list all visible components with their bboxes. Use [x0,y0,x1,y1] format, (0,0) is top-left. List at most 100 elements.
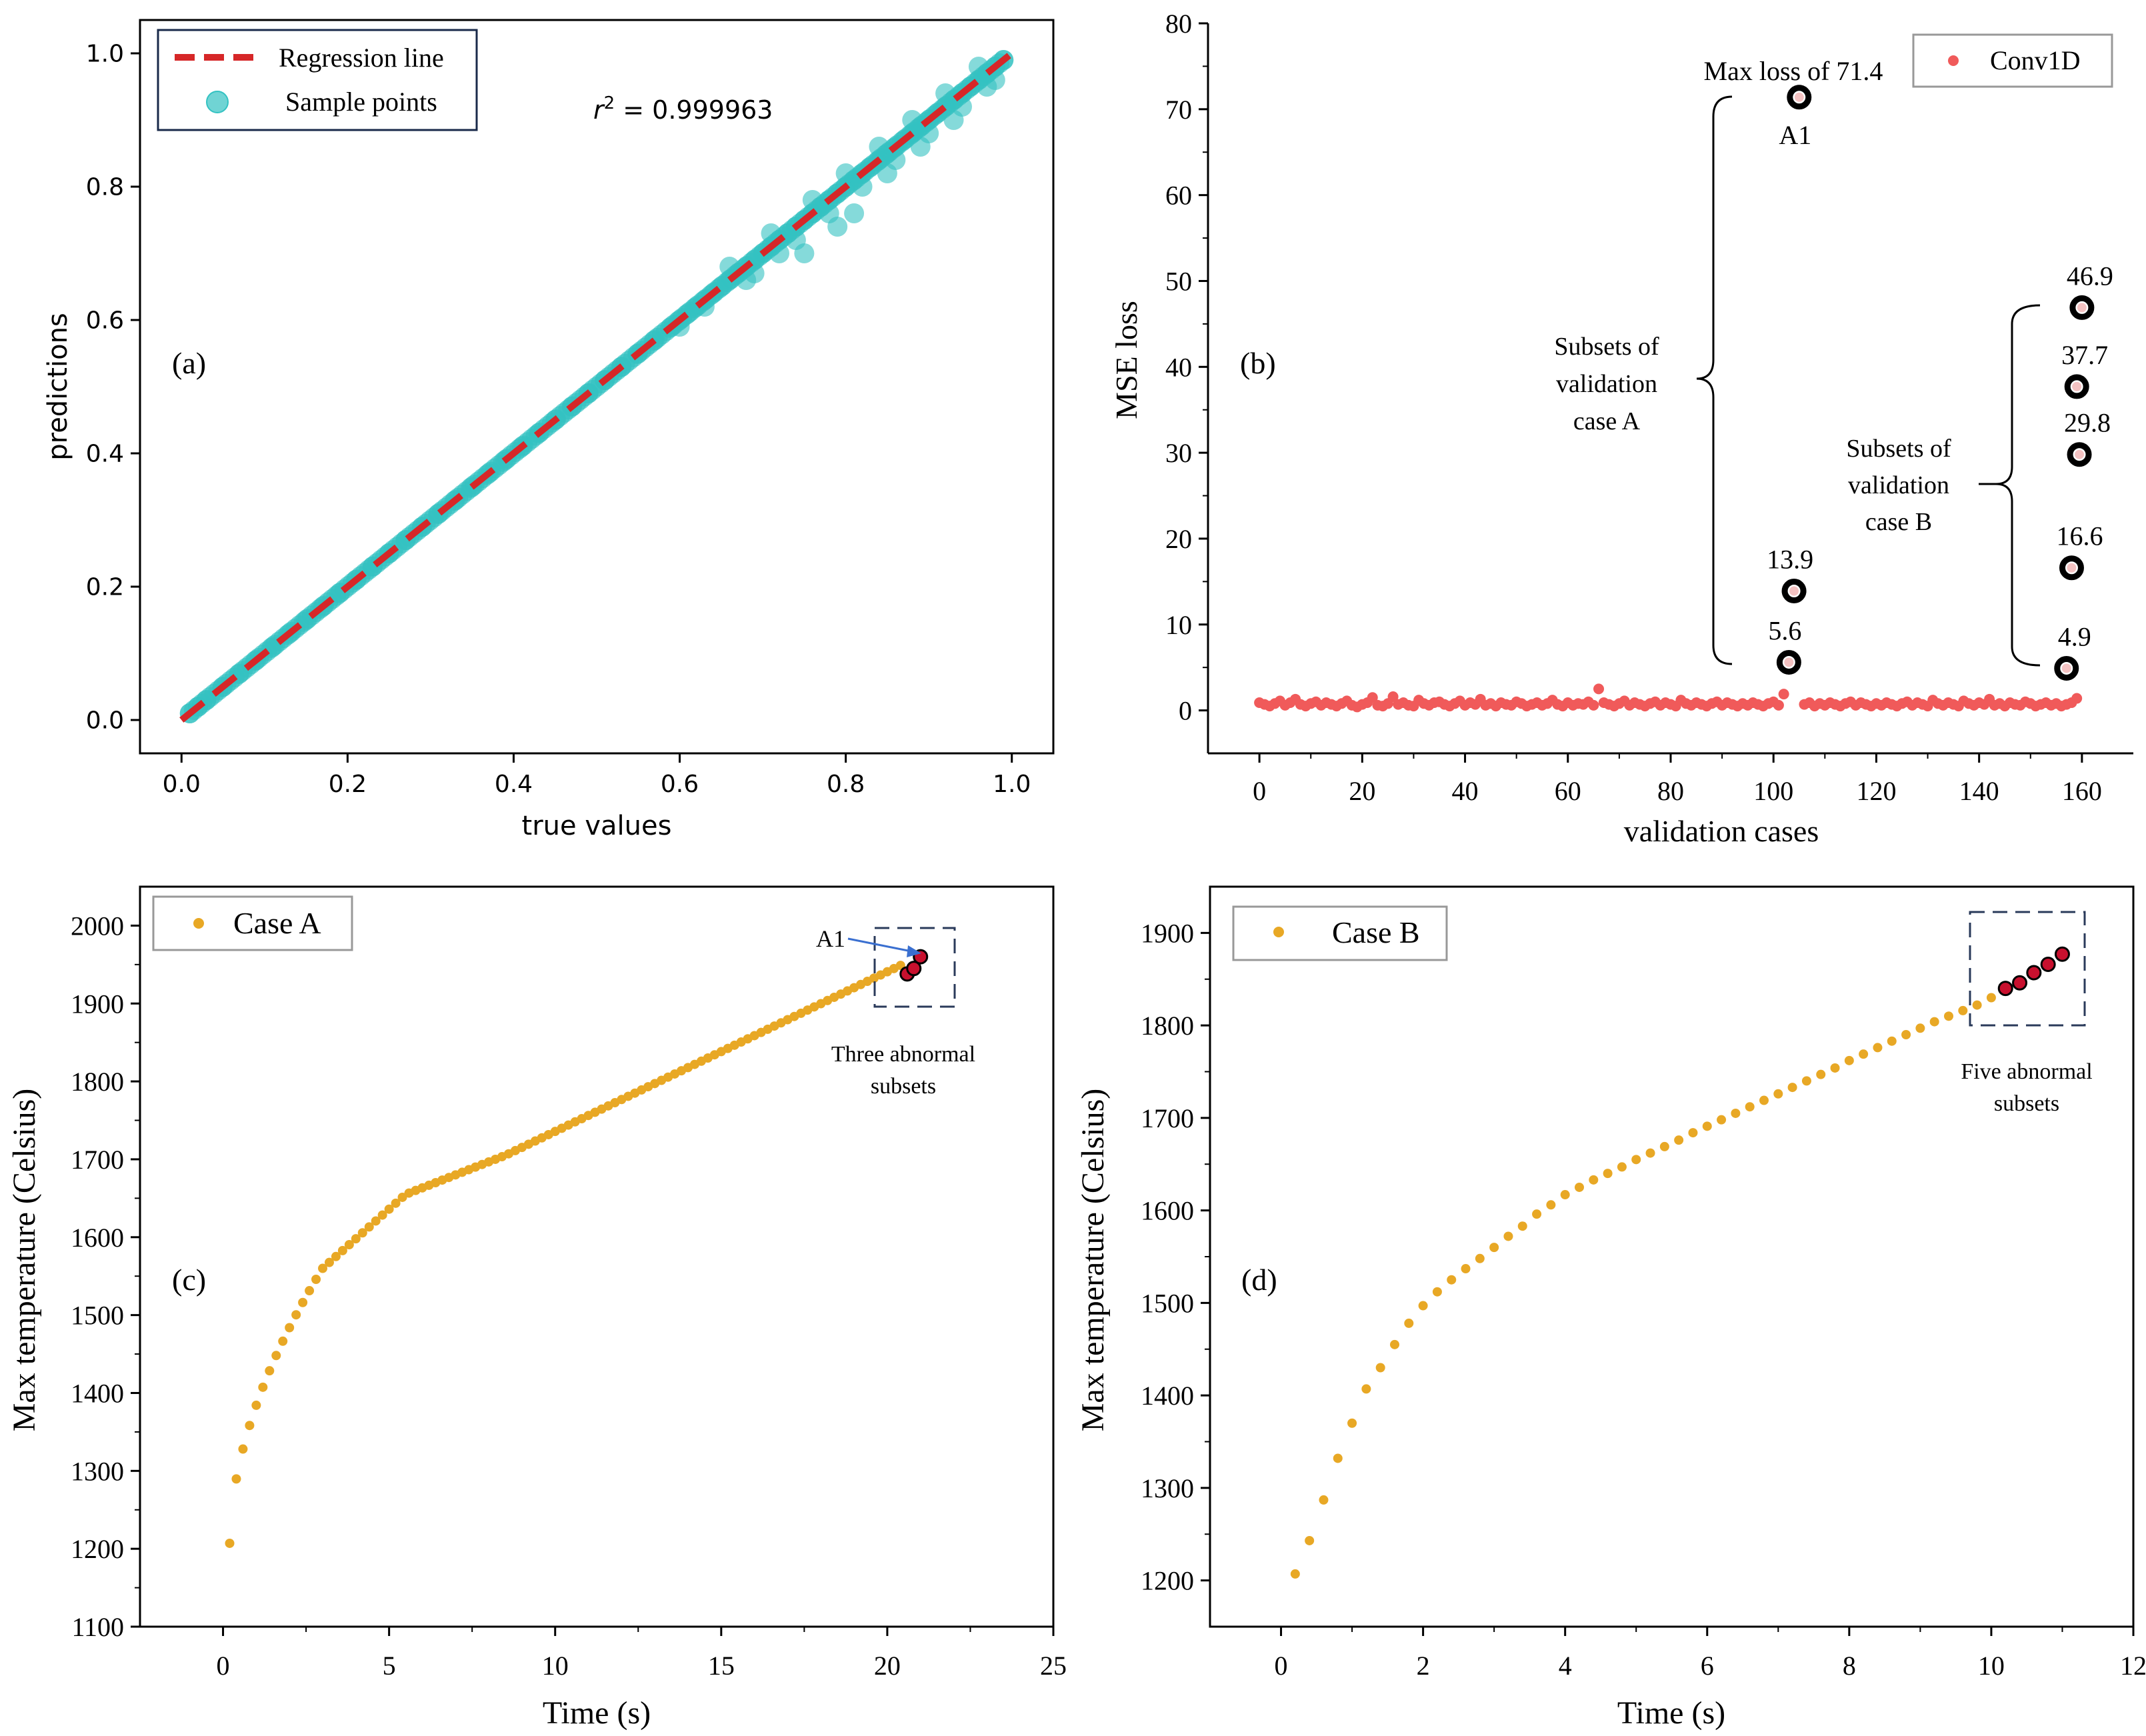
x-tick-label: 25 [1040,1651,1067,1681]
y-tick-label: 20 [1165,524,1192,554]
temperature-point [1361,1384,1371,1394]
max-loss-annotation: Max loss of 71.4 [1704,56,1883,86]
sample-point [802,190,823,210]
abnormal-point [2054,946,2070,962]
temperature-point [1787,1083,1797,1093]
x-tick-label: 0.8 [827,771,865,798]
y-tick-label: 50 [1165,266,1192,296]
mse-point [1593,683,1605,695]
highlighted-point-label: 4.9 [2058,621,2091,651]
abnormal-point [2026,965,2042,981]
y-tick-label: 1200 [71,1534,124,1564]
legend-case-a-swatch [193,918,204,929]
y-tick-label: 70 [1165,95,1192,125]
temperature-point [1859,1049,1869,1059]
x-tick-label: 5 [383,1651,396,1681]
temperature-point [318,1263,327,1273]
abnormal-note-d-line2: subsets [1994,1091,2059,1116]
temperature-point [238,1444,248,1454]
a1-arrow [847,937,915,953]
panel-b-ylabel: MSE loss [1109,301,1143,419]
y-tick-label: 0.0 [86,707,124,735]
panel-d-ylabel: Max temperature (Celsius) [1075,1089,1111,1432]
x-tick-label: 0.0 [163,771,201,798]
panel-a: 0.0 0.2 0.4 0.6 0.8 1.0 0.0 0.2 0.4 0.6 0.8 1.0 (a)… [43,19,1055,841]
panel-a-ticks: 0.0 0.2 0.4 0.6 0.8 1.0 0.0 0.2 0.4 0.6 0.8 1.0 [86,41,1031,798]
panel-d-ticks: 0 2 4 6 8 10 12 1200 1300 1400 1500 1600 1700 1800 190… [1141,918,2146,1681]
temperature-point [1659,1141,1669,1151]
brace-case-a [1696,95,1733,665]
panel-d-legend: Case B [1232,905,1448,961]
temperature-point [1532,1209,1542,1219]
temperature-point [1475,1253,1485,1263]
temperature-point [1901,1030,1911,1039]
x-tick-label: 20 [874,1651,901,1681]
x-tick-label: 8 [1843,1651,1856,1681]
sample-point [827,217,848,237]
temperature-point [1390,1339,1399,1349]
temperature-point [1688,1128,1698,1138]
y-tick-label: 1.0 [86,41,124,68]
temperature-point [1447,1275,1457,1285]
panel-c-legend-box [152,895,353,951]
highlighted-point-label: 46.9 [2067,261,2113,291]
y-tick-label: 1900 [1141,918,1194,948]
temperature-point [1319,1495,1329,1505]
x-tick-label: 80 [1657,776,1684,806]
temperature-point [1731,1108,1741,1118]
y-tick-label: 1500 [1141,1288,1194,1318]
panel-a-legend: Regression line Sample points [157,29,478,131]
y-tick-label: 60 [1165,181,1192,211]
x-tick-label: 40 [1452,776,1479,806]
abnormal-box-c [873,927,956,1008]
panel-b-ticks: 0 20 40 60 80 100 120 140 160 0 10 20 30 40 50 60 70 80 [1165,9,2102,806]
highlighted-point-label: 37.7 [2061,340,2108,370]
y-tick-label: 10 [1165,610,1192,640]
panel-c-label: (c) [172,1263,206,1297]
temperature-point [285,1323,295,1333]
panel-a-frame [139,19,1055,755]
panel-b: 0 20 40 60 80 100 120 140 160 0 10 20 30 40 50 60 70 80 5… [1109,9,2133,848]
panel-d-xlabel: Time (s) [1617,1695,1725,1731]
panel-d: 0 2 4 6 8 10 12 1200 1300 1400 1500 1600 1700 1800 190… [1075,885,2146,1731]
panel-d-temperature-points [1290,993,1996,1579]
temperature-point [1830,1063,1840,1073]
abnormal-point [906,961,922,977]
sample-point [869,137,889,157]
highlighted-point-label: 16.6 [2056,521,2103,551]
sample-point [761,223,781,243]
temperature-point [1575,1182,1584,1192]
x-tick-label: 0 [1275,1651,1288,1681]
panel-b-legend: Conv1D [1912,33,2113,88]
y-tick-label: 1100 [71,1612,124,1642]
temperature-point [1404,1318,1414,1328]
highlighted-point-core [2075,449,2085,459]
sample-point [968,57,989,77]
mse-point [1387,691,1399,702]
mse-point [1367,692,1378,703]
panel-c-ticks: 0 5 10 15 20 25 1100 1200 1300 1400 1500 1600 1700 18… [71,911,1067,1681]
panel-c-frame [139,885,1055,1628]
mse-point [1773,699,1784,711]
panel-b-highlighted-points: 5.6 13.9 A1 4.9 16.6 29.8 37.7 46.9 [1767,85,2113,681]
temperature-point [1717,1115,1727,1125]
y-tick-label: 0.4 [86,441,124,468]
sample-point [844,203,865,223]
subsets-a-line2: validation [1556,370,1657,398]
temperature-point [1887,1036,1897,1046]
y-tick-label: 30 [1165,438,1192,468]
highlighted-point-label: 29.8 [2064,408,2111,438]
temperature-point [225,1538,235,1548]
y-tick-label: 2000 [71,911,124,941]
temperature-point [1489,1243,1499,1253]
temperature-point [324,1257,334,1267]
x-tick-label: 2 [1417,1651,1430,1681]
highlighted-point-core [2077,303,2087,313]
mse-point [1778,689,1789,700]
panel-d-abnormal-points [1997,946,2070,997]
subsets-b-line1: Subsets of [1846,435,1951,463]
x-tick-label: 6 [1701,1651,1714,1681]
r2-annotation: r2 = 0.999963 [593,93,773,125]
x-tick-label: 0.4 [495,771,533,798]
